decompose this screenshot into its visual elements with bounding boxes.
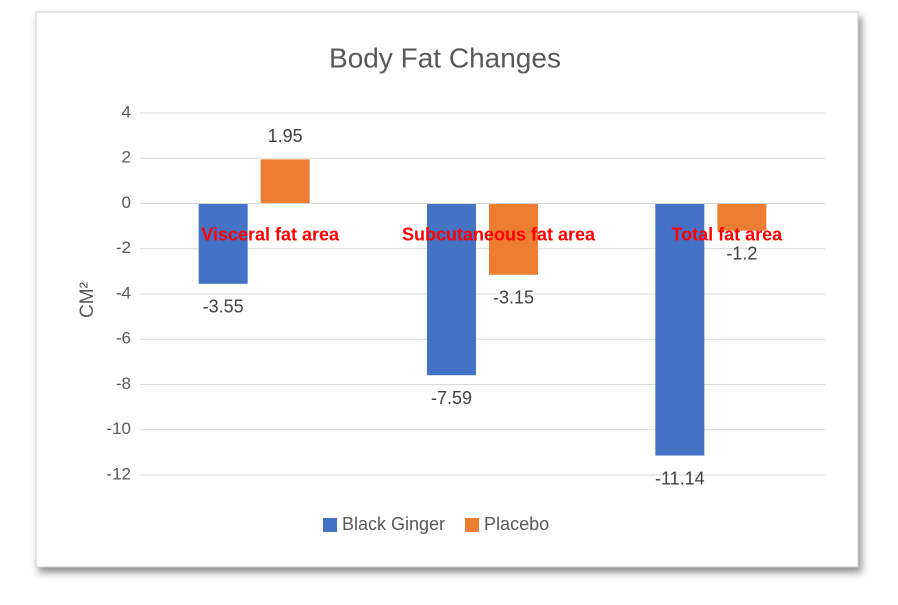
bar xyxy=(717,203,767,231)
bar xyxy=(260,159,310,204)
legend-swatch xyxy=(323,518,337,532)
y-tick-label: -4 xyxy=(116,283,131,302)
y-tick-label: -2 xyxy=(116,238,131,257)
y-tick-label: 2 xyxy=(122,148,131,167)
data-label: -7.59 xyxy=(431,388,472,408)
data-label: -1.2 xyxy=(726,243,757,263)
x-tick-label: Subcutaneous fat area xyxy=(402,224,596,244)
y-axis-label: CM² xyxy=(77,282,98,318)
bar xyxy=(655,203,705,456)
y-tick-label: 0 xyxy=(122,193,131,212)
chart-title: Body Fat Changes xyxy=(329,42,561,73)
legend-swatch xyxy=(465,518,480,532)
bar xyxy=(198,203,248,284)
data-label: -3.55 xyxy=(203,297,244,317)
legend-label: Black Ginger xyxy=(342,514,445,534)
bar xyxy=(489,203,538,275)
legend-label: Placebo xyxy=(484,514,549,534)
data-label: -11.14 xyxy=(655,468,705,488)
x-tick-label: Visceral fat area xyxy=(201,224,340,244)
y-tick-label: -8 xyxy=(116,374,131,393)
y-tick-label: 4 xyxy=(122,102,131,121)
data-label: -3.15 xyxy=(493,288,534,308)
bar xyxy=(427,203,476,376)
x-tick-label: Total fat area xyxy=(671,224,783,244)
y-tick-label: -10 xyxy=(106,419,131,438)
data-label: 1.95 xyxy=(268,126,303,146)
y-tick-label: -6 xyxy=(116,329,131,348)
y-tick-label: -12 xyxy=(106,464,131,483)
